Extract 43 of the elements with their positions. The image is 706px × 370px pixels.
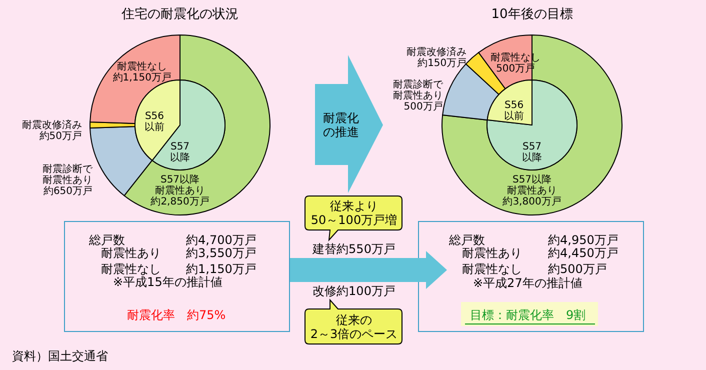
- data-label: 約150万戸: [418, 58, 467, 69]
- text: 従来より50～100万戸増: [310, 199, 398, 227]
- text: 約3,550万戸: [186, 246, 256, 260]
- data-label: 約650万戸: [43, 186, 93, 198]
- text: 耐震性あり: [101, 246, 161, 260]
- text: 耐震性あり: [462, 246, 522, 260]
- slice-label: S57以降耐震性あり: [155, 174, 205, 196]
- slice-label: 耐震性なし: [490, 51, 541, 64]
- slice-label: S56以前: [144, 111, 164, 134]
- slice-label: 耐震性なし: [117, 60, 168, 73]
- data-label: 約50万戸: [39, 131, 82, 142]
- text: 約500万戸: [548, 262, 607, 276]
- text: 約1,150万戸: [186, 262, 256, 276]
- text: 耐震化率 約75%: [127, 308, 226, 322]
- chart-title: 10年後の目標: [491, 7, 573, 22]
- slice-label: S57以降: [522, 142, 542, 164]
- slice-label: 耐震改修済み: [406, 46, 467, 58]
- text: 建替約550万戸: [312, 242, 396, 256]
- text: 耐震性なし: [101, 262, 161, 276]
- slice-label: S56以前: [504, 100, 524, 122]
- data-label: 約3,800万戸: [502, 196, 562, 208]
- text: 総戸数: [449, 233, 485, 247]
- text: 目標：耐震化率 9割: [470, 308, 586, 322]
- text: ※平成27年の推計値: [473, 276, 582, 290]
- text: 資料）国土交通省: [12, 349, 108, 363]
- text: 総戸数: [89, 233, 125, 247]
- slice-label: 耐震診断で耐震性あり: [392, 78, 444, 102]
- text: ※平成15年の推計値: [113, 275, 222, 289]
- data-label: 約2,850万戸: [150, 196, 210, 208]
- text: 改修約100万戸: [312, 284, 396, 298]
- text: 約4,450万戸: [548, 246, 618, 260]
- text: 耐震性なし: [462, 262, 522, 276]
- text: 耐震化の推進: [323, 111, 359, 139]
- slice-label: S57以降: [170, 142, 190, 164]
- data-label: 約1,150万戸: [112, 72, 172, 84]
- data-label: 500万戸: [404, 101, 443, 112]
- slice-label: 耐震診断で耐震性あり: [42, 163, 94, 186]
- text: 約4,950万戸: [548, 233, 618, 247]
- text: 従来の2～3倍のペース: [310, 313, 398, 341]
- slice-label: 耐震改修済み: [22, 119, 82, 131]
- slice-label: S57以降耐震性あり: [507, 174, 557, 196]
- text: 約4,700万戸: [186, 233, 256, 247]
- chart-title: 住宅の耐震化の状況: [120, 6, 238, 22]
